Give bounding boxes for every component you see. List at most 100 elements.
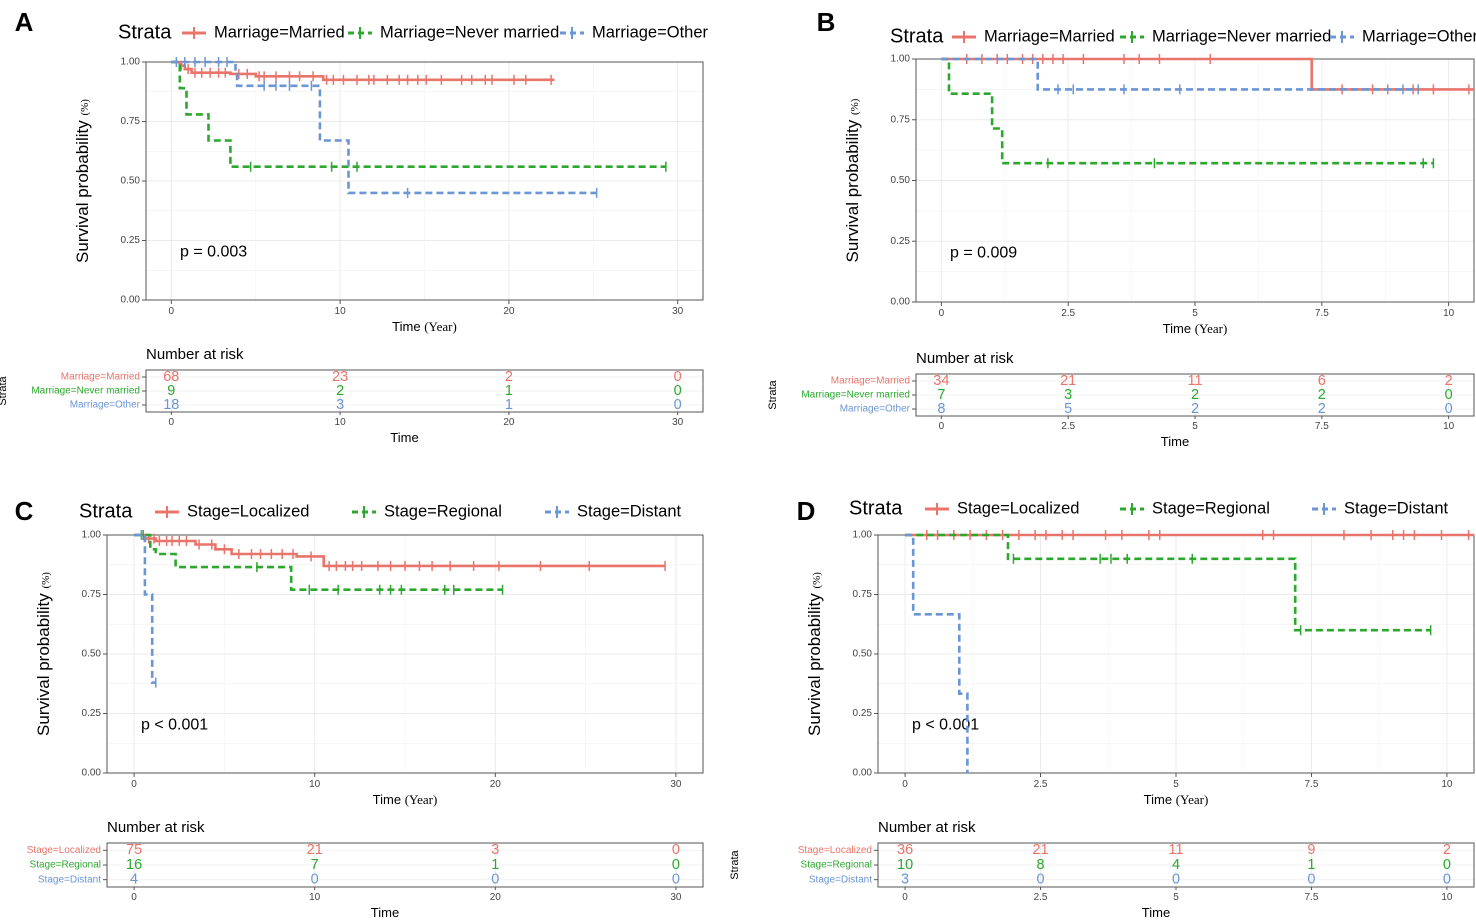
risk-x-tick-label: 0 <box>939 421 945 432</box>
y-tick-label: 0.75 <box>82 589 102 600</box>
risk-row-label: Stage=Localized <box>27 845 101 856</box>
legend-item: Marriage=Never married <box>1120 27 1331 45</box>
legend-label: Marriage=Married <box>984 27 1115 45</box>
risk-count: 3 <box>491 842 499 858</box>
risk-count: 1 <box>491 857 499 873</box>
risk-count: 0 <box>672 842 680 858</box>
x-axis-label: Time (Year) <box>1144 792 1209 807</box>
panel-a: A Strata Marriage=Married Marriage=Never ma… <box>0 7 709 445</box>
legend-title: Strata <box>118 21 172 43</box>
panel-c: C Strata Stage=Localized Stage=Regional Stag… <box>15 496 704 920</box>
risk-row-label: Stage=Regional <box>801 860 872 871</box>
risk-count: 5 <box>1064 401 1072 417</box>
y-tick-label: 0.00 <box>891 297 911 308</box>
risk-x-tick-label: 7.5 <box>1305 892 1319 903</box>
legend-label: Stage=Distant <box>1344 499 1449 517</box>
series-stage-regional <box>905 533 1432 636</box>
x-tick-label: 0 <box>902 779 908 790</box>
risk-count: 11 <box>1168 842 1183 858</box>
y-tick-label: 0.75 <box>891 114 911 125</box>
risk-x-tick-label: 0 <box>131 892 137 903</box>
risk-x-tick-label: 5 <box>1192 421 1198 432</box>
risk-x-tick-label: 10 <box>1441 892 1453 903</box>
risk-y-axis-label: Strata <box>729 849 741 879</box>
risk-x-tick-label: 30 <box>670 892 682 903</box>
risk-count: 34 <box>933 373 949 389</box>
risk-count: 0 <box>1443 857 1451 873</box>
legend-item: Stage=Distant <box>545 502 682 520</box>
risk-count: 21 <box>1060 373 1076 389</box>
risk-x-tick-label: 0 <box>169 417 175 428</box>
survival-curve <box>905 533 969 773</box>
risk-count: 1 <box>1307 857 1315 873</box>
risk-count: 1 <box>505 397 513 413</box>
legend-label: Stage=Distant <box>577 502 682 520</box>
y-tick-label: 0.00 <box>82 768 102 779</box>
risk-x-tick-label: 10 <box>335 417 347 428</box>
risk-count: 9 <box>1307 842 1315 858</box>
y-tick-label: 0.00 <box>121 295 141 306</box>
x-tick-label: 20 <box>490 779 502 790</box>
legend-label: Marriage=Never married <box>380 23 559 41</box>
risk-count: 9 <box>167 383 175 399</box>
risk-count: 6 <box>1318 373 1326 389</box>
panel-letter: C <box>15 496 34 526</box>
legend-label: Marriage=Never married <box>1152 27 1331 45</box>
x-tick-label: 0 <box>939 308 945 319</box>
legend-item: Marriage=Other <box>560 23 709 41</box>
panel-b: B Strata Marriage=Married Marriage=Never ma… <box>767 7 1476 449</box>
legend-label: Stage=Localized <box>957 499 1079 517</box>
risk-count: 0 <box>311 871 319 887</box>
survival-curve <box>134 533 156 684</box>
risk-count: 2 <box>1318 387 1326 403</box>
legend-item: Stage=Regional <box>1120 499 1270 517</box>
p-value: p < 0.001 <box>912 717 979 734</box>
x-tick-label: 30 <box>672 306 684 317</box>
risk-count: 0 <box>674 383 682 399</box>
risk-x-axis-label: Time <box>1142 905 1170 919</box>
x-tick-label: 10 <box>309 779 321 790</box>
series-marriage-never-married <box>941 57 1435 169</box>
survival-curve <box>171 60 597 195</box>
y-tick-label: 0.50 <box>121 176 141 187</box>
risk-count: 8 <box>1037 857 1045 873</box>
y-tick-label: 1.00 <box>853 530 873 541</box>
risk-title: Number at risk <box>916 350 1014 367</box>
risk-x-tick-label: 20 <box>503 417 515 428</box>
legend-title: Strata <box>890 25 944 47</box>
risk-count: 3 <box>336 397 344 413</box>
legend-item: Marriage=Other <box>1330 27 1476 45</box>
risk-x-tick-label: 20 <box>490 892 502 903</box>
risk-count: 8 <box>937 401 945 417</box>
risk-count: 0 <box>1445 401 1453 417</box>
risk-count: 2 <box>505 369 513 385</box>
x-tick-label: 10 <box>1443 308 1455 319</box>
risk-count: 10 <box>897 857 913 873</box>
legend-item: Stage=Regional <box>352 502 502 520</box>
risk-count: 11 <box>1187 373 1202 389</box>
x-tick-label: 20 <box>503 306 515 317</box>
risk-count: 0 <box>674 397 682 413</box>
risk-border <box>106 842 704 888</box>
risk-title: Number at risk <box>878 819 976 836</box>
y-tick-label: 0.50 <box>82 649 102 660</box>
x-tick-label: 5 <box>1192 308 1198 319</box>
risk-title: Number at risk <box>107 819 205 836</box>
legend-label: Marriage=Married <box>214 23 345 41</box>
risk-row-label: Stage=Distant <box>38 874 101 885</box>
legend-item: Marriage=Married <box>952 27 1115 45</box>
y-axis-label: Survival probability (%) <box>34 572 53 736</box>
risk-count: 21 <box>1032 842 1048 858</box>
series-stage-regional <box>134 530 504 595</box>
risk-x-tick-label: 30 <box>672 417 684 428</box>
risk-row-label: Marriage=Married <box>61 372 140 383</box>
series-marriage-never-married <box>171 60 667 172</box>
legend-item: Marriage=Never married <box>348 23 559 41</box>
risk-x-tick-label: 10 <box>1443 421 1455 432</box>
y-tick-label: 0.25 <box>853 708 873 719</box>
risk-count: 2 <box>1191 387 1199 403</box>
risk-row-label: Stage=Distant <box>809 874 872 885</box>
